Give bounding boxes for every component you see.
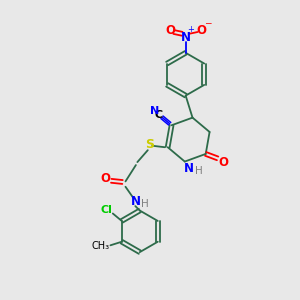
Text: H: H: [141, 199, 149, 209]
Text: CH₃: CH₃: [91, 241, 110, 251]
Text: C: C: [155, 110, 163, 120]
Text: S: S: [145, 138, 154, 151]
Text: +: +: [188, 25, 194, 34]
Text: N: N: [181, 31, 191, 44]
Text: N: N: [150, 106, 159, 116]
Text: N: N: [131, 195, 141, 208]
Text: Cl: Cl: [100, 205, 112, 214]
Text: −: −: [204, 18, 212, 27]
Text: N: N: [184, 163, 194, 176]
Text: O: O: [218, 156, 229, 169]
Text: H: H: [195, 166, 202, 176]
Text: O: O: [196, 24, 206, 37]
Text: O: O: [165, 24, 175, 37]
Text: O: O: [100, 172, 110, 185]
